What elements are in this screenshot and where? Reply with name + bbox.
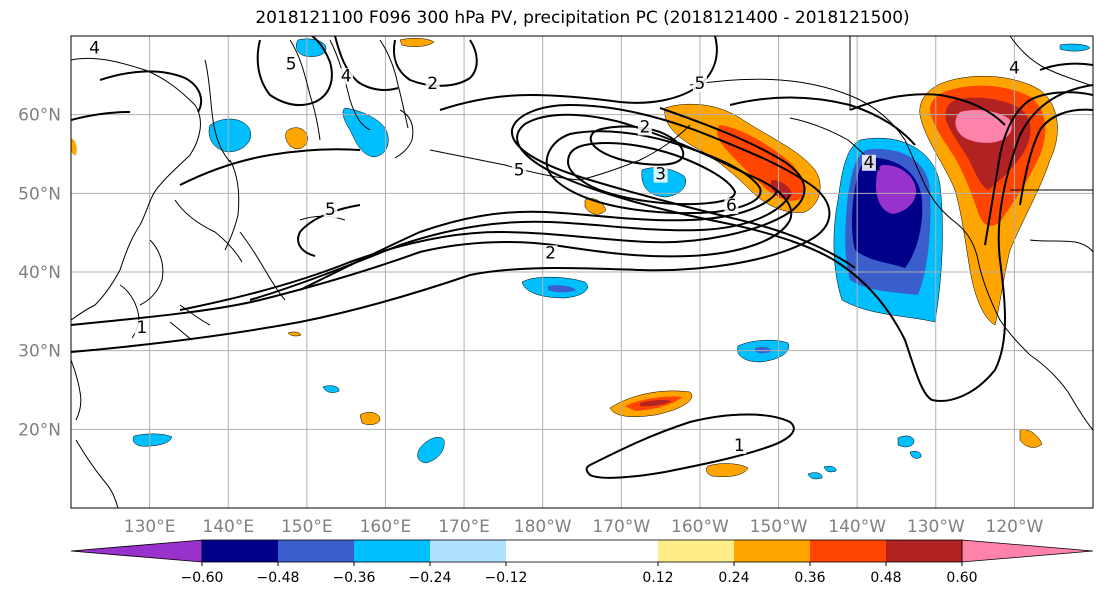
contour-label-bg	[543, 245, 558, 262]
lon-tick-label: 170°W	[592, 517, 650, 537]
colorbar-tick-label: −0.12	[485, 570, 528, 586]
contour-label-bg	[692, 76, 707, 93]
pv-contour-label: 2	[639, 117, 650, 137]
colorbar-tick-label: 0.60	[946, 570, 977, 586]
contour-label-bg	[339, 68, 354, 85]
pv-contour-label: 2	[545, 243, 556, 263]
colorbar-overflow-arrow	[961, 539, 1094, 563]
colorbar-tick-label: 0.48	[870, 570, 901, 586]
contour-label-bg	[323, 202, 338, 218]
colorbar-tick-label: 0.12	[642, 570, 673, 586]
pv-contour-label: 1	[734, 436, 745, 456]
pv-contour-label: 5	[325, 200, 336, 220]
map-frame	[70, 35, 1094, 509]
lon-tick-label: 130°W	[907, 517, 965, 537]
lat-tick-label: 20°N	[18, 420, 61, 440]
colorbar-segment	[506, 540, 658, 562]
colorbar-segment	[734, 540, 810, 562]
lat-tick-label: 40°N	[18, 263, 61, 283]
lon-tick-label: 160°W	[671, 517, 729, 537]
pv-contour-label: 4	[864, 153, 875, 173]
colorbar-segment	[278, 540, 354, 562]
contour-label-bg	[425, 76, 440, 93]
pv-contour-label: 2	[427, 74, 438, 94]
lat-tick-label: 60°N	[18, 106, 61, 126]
pv-contour-labels: 4 5 4 2 5 2 5 3 6 2 1 5 1 4 4	[87, 39, 1022, 456]
colorbar-tick-label: −0.60	[181, 570, 224, 586]
lat-tick-label: 50°N	[18, 184, 61, 204]
contour-label-bg	[653, 166, 668, 183]
pv-contour-label: 4	[341, 66, 352, 86]
lon-tick-label: 170°E	[438, 517, 490, 537]
colorbar-tick-label: −0.36	[333, 570, 376, 586]
contour-label-bg	[637, 119, 652, 136]
contour-label-bg	[134, 320, 149, 336]
contour-label-bg	[724, 198, 739, 215]
lon-tick-label: 180°W	[514, 517, 572, 537]
map-area: 4 5 4 2 5 2 5 3 6 2 1 5 1 4 4	[71, 36, 1093, 508]
colorbar-frame	[201, 539, 963, 563]
lon-tick-label: 140°W	[828, 517, 886, 537]
lon-tick-label: 150°E	[281, 517, 333, 537]
lon-tick-label: 140°E	[202, 517, 254, 537]
contour-label-bg	[1007, 60, 1022, 77]
colorbar-segment	[886, 540, 962, 562]
graticule	[71, 36, 1093, 508]
contour-label-bg	[512, 162, 527, 179]
precip-anomaly-fill	[71, 38, 1091, 480]
longitude-tick-labels: 130°E 140°E 150°E 160°E 170°E 180°W 170°W 160°W…	[124, 517, 1044, 537]
colorbar-segment	[202, 540, 278, 562]
lon-tick-label: 120°W	[986, 517, 1044, 537]
contour-label-bg	[284, 56, 299, 73]
colorbar-segment	[658, 540, 734, 562]
colorbar-segment	[810, 540, 886, 562]
lon-tick-label: 150°W	[750, 517, 808, 537]
colorbar-tick-label: 0.24	[718, 570, 749, 586]
figure-title: 2018121100 F096 300 hPa PV, precipitatio…	[255, 8, 910, 28]
contour-label-bg	[861, 154, 876, 171]
pv-contour-label: 4	[89, 39, 100, 59]
latitude-tick-labels: 20°N 30°N 40°N 50°N 60°N	[18, 106, 61, 441]
pv-contour-label: 4	[1009, 58, 1020, 78]
lon-tick-label: 160°E	[360, 517, 412, 537]
colorbar-tick-label: −0.48	[257, 570, 300, 586]
pv-contour-label: 6	[726, 196, 737, 216]
colorbar-tick-label: −0.24	[409, 570, 452, 586]
pv-contour-label: 5	[695, 74, 706, 94]
colorbar-tick-label: 0.36	[794, 570, 825, 586]
colorbar: −0.60 −0.48 −0.36 −0.24 −0.12 0.12 0.24 0.36 0.4…	[70, 539, 1094, 586]
contour-label-bg	[87, 40, 102, 57]
pv-contour-label: 1	[136, 318, 147, 338]
colorbar-underflow-arrow	[70, 539, 203, 563]
lat-tick-label: 30°N	[18, 342, 61, 362]
colorbar-segment	[430, 540, 506, 562]
pv-contour-label: 5	[286, 54, 297, 74]
pv-contour-label: 5	[514, 161, 525, 181]
lon-tick-label: 130°E	[124, 517, 176, 537]
contour-label-bg	[732, 438, 747, 454]
pv-contour-label: 3	[655, 165, 666, 185]
colorbar-segment	[354, 540, 430, 562]
